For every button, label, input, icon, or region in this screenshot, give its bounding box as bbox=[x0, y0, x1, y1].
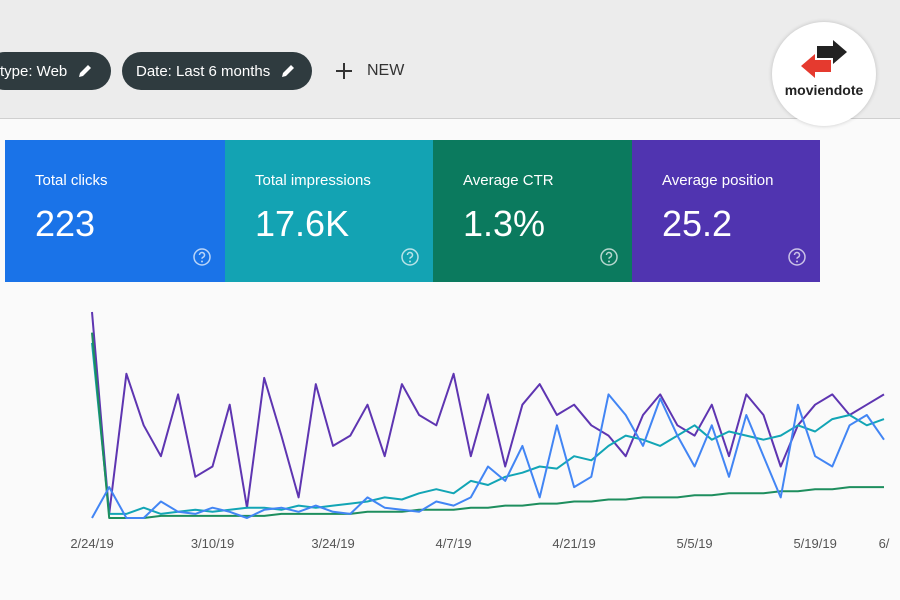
logo-text: moviendote bbox=[784, 82, 864, 98]
x-tick-label: 6/ bbox=[879, 536, 890, 551]
metric-cards: Total clicks 223 Total impressions 17.6K Ave… bbox=[5, 140, 820, 282]
new-button[interactable]: NEW bbox=[335, 62, 404, 80]
series-line bbox=[91, 393, 885, 519]
filter-label: Date: Last 6 months bbox=[136, 62, 271, 80]
plus-icon bbox=[336, 63, 352, 79]
filter-label: type: Web bbox=[0, 62, 68, 80]
help-icon[interactable] bbox=[600, 248, 618, 266]
filter-chip[interactable]: type: Web bbox=[0, 52, 111, 90]
help-icon[interactable] bbox=[401, 248, 419, 266]
x-tick-label: 4/21/19 bbox=[552, 536, 595, 551]
metric-value: 17.6K bbox=[255, 203, 350, 244]
filter-bar: type: Web Date: Last 6 months NEW movien… bbox=[0, 0, 900, 126]
edit-icon bbox=[79, 65, 92, 77]
x-tick-label: 5/19/19 bbox=[793, 536, 836, 551]
x-tick-label: 5/5/19 bbox=[677, 536, 713, 551]
filter-chip[interactable]: Date: Last 6 months bbox=[122, 52, 312, 90]
x-tick-label: 3/24/19 bbox=[311, 536, 354, 551]
metric-card[interactable]: Total impressions 17.6K bbox=[225, 140, 433, 282]
edit-icon bbox=[282, 65, 295, 77]
metric-card[interactable]: Average position 25.2 bbox=[632, 140, 820, 282]
metric-label: Total impressions bbox=[255, 172, 371, 189]
help-icon[interactable] bbox=[788, 248, 806, 266]
series-line bbox=[91, 342, 885, 515]
metric-label: Average position bbox=[662, 172, 774, 189]
metric-value: 1.3% bbox=[463, 203, 546, 244]
x-tick-label: 3/10/19 bbox=[191, 536, 234, 551]
help-icon[interactable] bbox=[193, 248, 211, 266]
new-label: NEW bbox=[367, 62, 405, 79]
logo-icon bbox=[801, 40, 847, 78]
series-line bbox=[91, 332, 884, 519]
metric-card[interactable]: Total clicks 223 bbox=[5, 140, 225, 282]
metric-value: 223 bbox=[35, 203, 96, 244]
performance-chart: 2/24/19 3/10/19 3/24/19 4/7/19 4/21/19 5/5/19… bbox=[70, 311, 890, 551]
metric-label: Total clicks bbox=[35, 172, 108, 189]
series-line bbox=[91, 311, 885, 515]
x-tick-label: 2/24/19 bbox=[70, 536, 113, 551]
metric-value: 25.2 bbox=[662, 203, 733, 244]
logo: moviendote bbox=[772, 22, 876, 126]
metric-card[interactable]: Average CTR 1.3% bbox=[433, 140, 632, 282]
x-tick-label: 4/7/19 bbox=[435, 536, 471, 551]
metric-label: Average CTR bbox=[463, 172, 554, 189]
